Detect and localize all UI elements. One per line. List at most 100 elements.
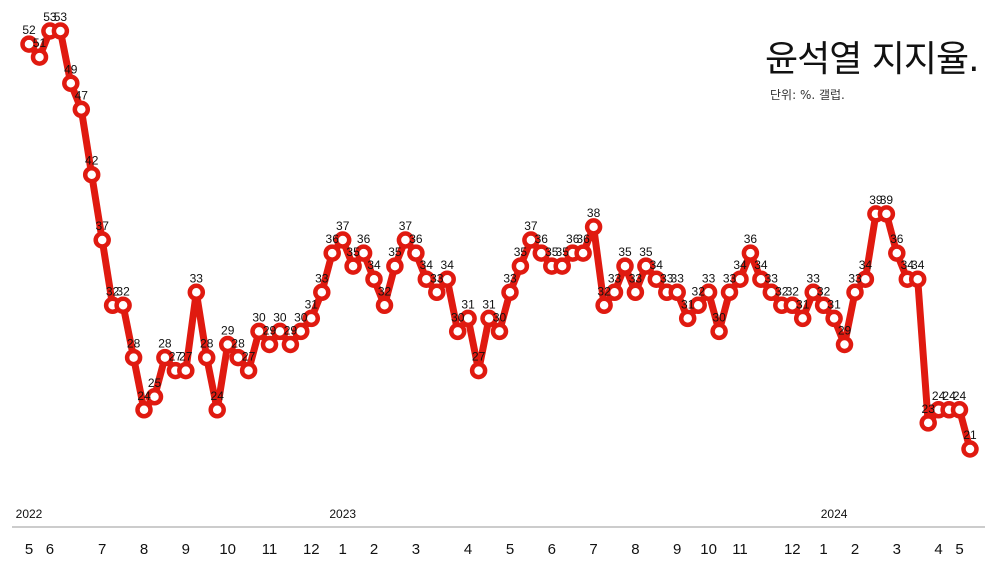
data-point <box>689 296 707 315</box>
data-label: 31 <box>681 297 695 311</box>
data-point <box>313 283 331 302</box>
data-label: 34 <box>367 258 381 272</box>
data-label: 33 <box>671 271 685 285</box>
chart-subtitle: 단위: %. 갤럽. <box>770 88 845 102</box>
data-label: 33 <box>430 271 444 285</box>
data-point <box>908 270 927 288</box>
data-label: 36 <box>744 232 758 246</box>
data-label: 35 <box>556 245 570 259</box>
data-point <box>124 348 143 367</box>
data-label: 30 <box>252 310 266 324</box>
data-label: 24 <box>137 389 151 403</box>
x-tick-label: 10 <box>219 541 236 558</box>
data-label: 36 <box>890 232 904 246</box>
data-point <box>448 322 467 341</box>
data-point <box>574 244 592 262</box>
data-label: 33 <box>629 271 643 285</box>
x-tick-label: 9 <box>673 541 681 558</box>
x-tick-label: 11 <box>262 541 278 558</box>
data-point <box>919 414 937 432</box>
data-label: 33 <box>608 271 622 285</box>
data-label: 24 <box>932 389 946 403</box>
data-label: 36 <box>535 232 549 246</box>
data-label: 32 <box>116 284 130 298</box>
data-point <box>375 296 394 315</box>
data-point <box>333 231 352 249</box>
data-point <box>793 309 812 328</box>
data-label: 36 <box>357 232 371 246</box>
data-point <box>522 231 540 249</box>
data-point <box>511 257 530 275</box>
data-label: 39 <box>869 193 883 207</box>
x-tick-label: 3 <box>893 541 901 558</box>
data-label: 32 <box>692 284 706 298</box>
data-label: 30 <box>451 310 465 324</box>
data-point <box>877 205 896 223</box>
data-label: 28 <box>231 337 245 351</box>
data-label: 34 <box>911 258 925 272</box>
data-label: 36 <box>409 232 423 246</box>
x-tick-label: 5 <box>955 541 963 558</box>
data-point <box>114 296 132 315</box>
data-label: 31 <box>305 297 319 311</box>
data-label: 37 <box>399 219 413 233</box>
data-label: 34 <box>859 258 873 272</box>
data-label: 35 <box>639 245 653 259</box>
data-label: 33 <box>723 271 737 285</box>
data-label: 33 <box>315 271 329 285</box>
data-point <box>323 244 341 262</box>
data-label: 35 <box>618 245 632 259</box>
x-tick-label: 12 <box>303 541 320 558</box>
data-label: 31 <box>796 297 810 311</box>
data-point <box>302 309 321 328</box>
data-point <box>20 35 38 53</box>
data-point <box>856 270 875 288</box>
data-label: 47 <box>75 88 89 102</box>
data-label: 34 <box>420 258 434 272</box>
data-point <box>51 22 70 40</box>
data-label: 52 <box>22 23 36 37</box>
year-label: 2022 <box>16 507 43 521</box>
data-point <box>218 335 237 354</box>
data-point <box>804 283 822 302</box>
data-point <box>62 74 80 93</box>
data-point <box>741 244 760 262</box>
data-point <box>365 270 383 288</box>
data-label: 31 <box>482 297 496 311</box>
data-point <box>720 283 739 302</box>
x-tick-label: 7 <box>589 541 597 558</box>
data-point <box>428 283 446 302</box>
data-label: 34 <box>754 258 768 272</box>
data-label: 32 <box>817 284 831 298</box>
x-tick-label: 8 <box>140 541 148 558</box>
data-point <box>407 244 425 262</box>
data-label: 33 <box>660 271 674 285</box>
data-label: 33 <box>848 271 862 285</box>
data-label: 37 <box>96 219 110 233</box>
data-label: 36 <box>326 232 340 246</box>
data-point <box>469 361 488 380</box>
data-point <box>480 309 498 328</box>
data-label: 32 <box>775 284 789 298</box>
data-point <box>271 322 289 341</box>
data-label: 36 <box>566 232 580 246</box>
x-tick-label: 10 <box>700 541 717 558</box>
data-label: 39 <box>880 193 894 207</box>
data-point <box>595 296 613 315</box>
data-label: 27 <box>472 350 486 364</box>
data-label: 29 <box>838 324 852 338</box>
data-point <box>250 322 268 341</box>
data-point <box>177 361 195 380</box>
data-label: 30 <box>273 310 287 324</box>
data-point <box>731 270 749 288</box>
x-tick-label: 2 <box>370 541 378 558</box>
data-point <box>783 296 802 315</box>
data-label: 27 <box>169 350 183 364</box>
data-point <box>584 218 603 236</box>
data-point <box>145 388 164 406</box>
x-tick-label: 3 <box>412 541 420 558</box>
x-tick-label: 1 <box>339 541 347 558</box>
data-point <box>208 401 226 419</box>
data-point <box>605 283 624 302</box>
